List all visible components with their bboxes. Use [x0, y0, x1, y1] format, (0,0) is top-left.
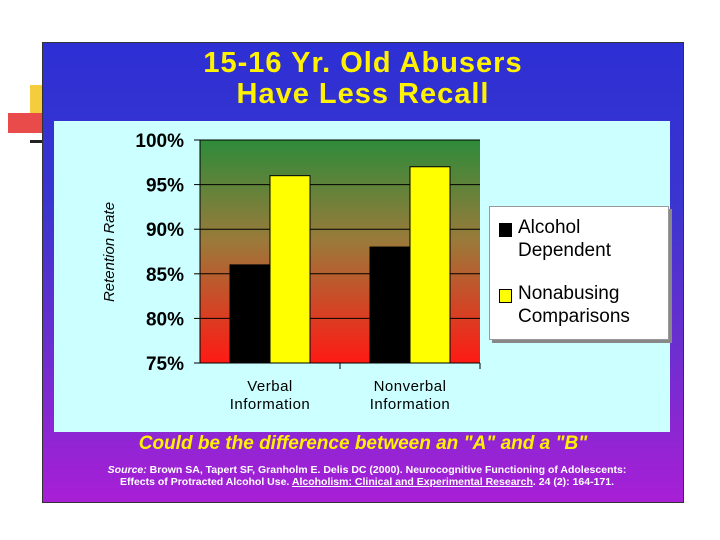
legend-label-line-1: Nonabusing: [518, 283, 620, 304]
x-tick-label: Information: [370, 396, 451, 413]
x-tick-label: Verbal: [247, 378, 293, 395]
y-tick-label: 100%: [135, 131, 184, 152]
y-axis-label: Retention Rate: [101, 202, 118, 302]
x-tick-label: Information: [230, 396, 311, 413]
y-tick-label: 90%: [146, 220, 184, 241]
bar-alcohol-dependent-verbal: [229, 264, 271, 364]
chart-legend: Alcohol Dependent Nonabusing Comparisons: [489, 206, 669, 340]
legend-item-nonabusing-comparisons: Nonabusing Comparisons: [499, 282, 630, 328]
legend-label-line-1: Alcohol: [518, 217, 581, 238]
source-citation: Source: Brown SA, Tapert SF, Granholm E.…: [52, 464, 682, 488]
source-volume: . 24 (2): 164-171.: [532, 476, 615, 488]
bar-alcohol-dependent-nonverbal: [369, 246, 411, 364]
bar-nonabusing-verbal: [269, 175, 311, 364]
chart-title: 15-16 Yr. Old Abusers Have Less Recall: [42, 48, 684, 110]
slide-caption: Could be the difference between an "A" a…: [138, 433, 588, 454]
y-tick-label: 85%: [146, 265, 184, 286]
title-line-1: 15-16 Yr. Old Abusers: [203, 47, 523, 79]
legend-swatch-alcohol: [499, 223, 512, 237]
x-tick-label: Nonverbal: [374, 378, 447, 395]
source-label: Source:: [107, 464, 147, 476]
source-authors: Brown SA, Tapert SF, Granholm E. Delis D…: [149, 464, 627, 476]
source-article: Effects of Protracted Alcohol Use.: [119, 476, 290, 488]
source-journal: Alcoholism: Clinical and Experimental Re…: [291, 476, 533, 488]
title-line-2: Have Less Recall: [236, 78, 490, 110]
legend-item-alcohol-dependent: Alcohol Dependent: [499, 216, 611, 262]
slide-decoration-red: [8, 113, 46, 133]
legend-swatch-nonabusing: [499, 289, 512, 303]
y-tick-label: 80%: [146, 309, 184, 330]
y-tick-label: 95%: [146, 176, 184, 197]
y-tick-label: 75%: [146, 354, 184, 375]
slide-decoration-line: [30, 140, 48, 143]
bar-nonabusing-nonverbal: [409, 166, 451, 364]
legend-label-line-2: Dependent: [518, 240, 611, 261]
legend-label-line-2: Comparisons: [518, 306, 630, 327]
